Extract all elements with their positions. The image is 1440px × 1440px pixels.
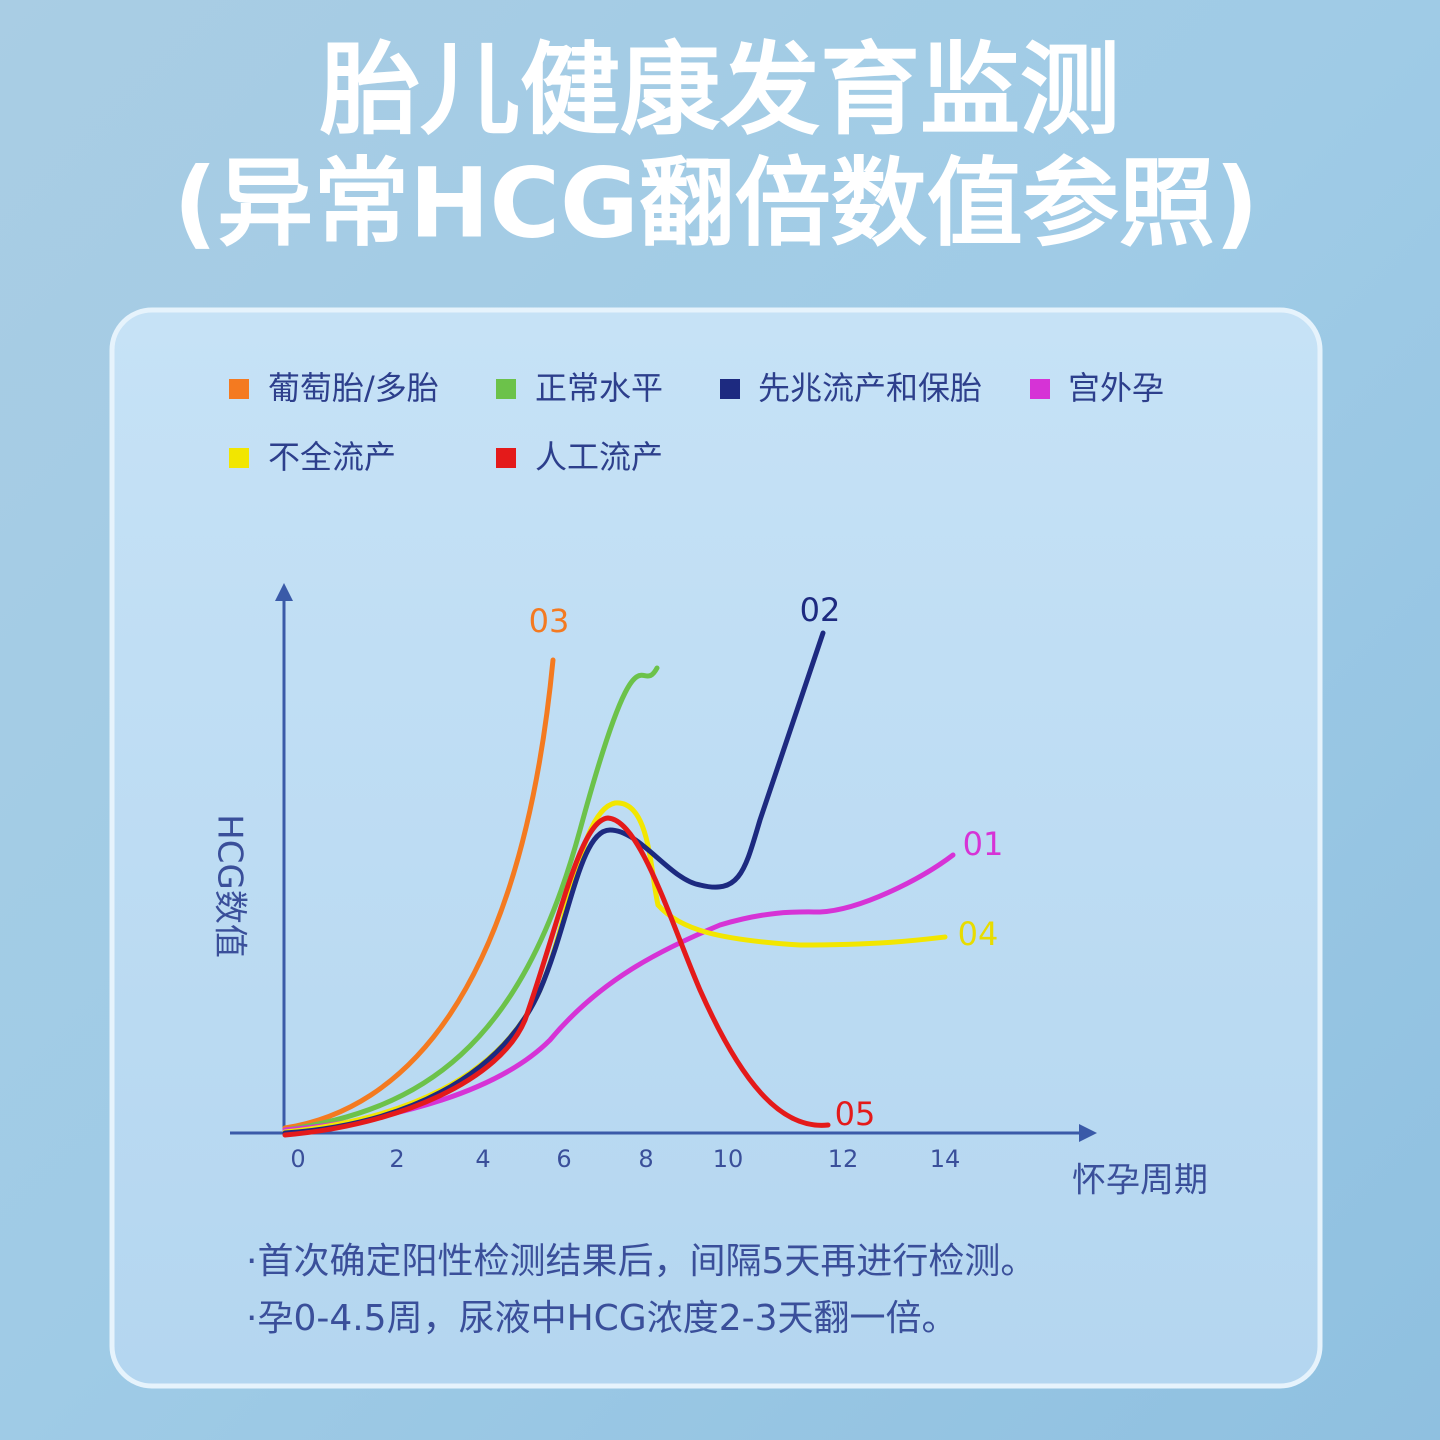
curve-label: 01: [963, 825, 1004, 863]
x-tick-label: 14: [930, 1145, 961, 1173]
legend-label: 正常水平: [535, 369, 663, 407]
title: 胎儿健康发育监测: [320, 31, 1120, 148]
curve: [282, 815, 831, 1138]
legend-label: 人工流产: [535, 438, 663, 476]
curve-label: 05: [835, 1095, 876, 1133]
legend-swatch: [1030, 379, 1050, 399]
subtitle: (异常HCG翻倍数值参照): [173, 147, 1258, 259]
x-axis-label: 怀孕周期: [1072, 1161, 1208, 1201]
x-tick-label: 10: [713, 1145, 744, 1173]
legend-label: 不全流产: [268, 438, 396, 476]
x-tick-label: 8: [638, 1145, 653, 1173]
curve: [282, 657, 556, 1131]
curve-label: 04: [958, 915, 999, 953]
curve: [282, 665, 660, 1133]
y-axis-label: HCG数值: [210, 814, 250, 958]
legend-swatch: [720, 379, 740, 399]
curve: [282, 630, 826, 1136]
x-tick-label: 4: [475, 1145, 490, 1173]
x-tick-label: 12: [828, 1145, 859, 1173]
legend-swatch: [229, 379, 249, 399]
x-tick-label: 0: [290, 1145, 305, 1173]
x-tick-label: 6: [556, 1145, 571, 1173]
note: ·孕0-4.5周，尿液中HCG浓度2-3天翻一倍。: [246, 1298, 958, 1339]
legend-swatch: [496, 448, 516, 468]
curve-label: 02: [800, 591, 841, 629]
legend-swatch: [229, 448, 249, 468]
legend-label: 先兆流产和保胎: [758, 369, 982, 407]
curve-label: 03: [529, 602, 570, 640]
note: ·首次确定阳性检测结果后，间隔5天再进行检测。: [246, 1241, 1036, 1282]
legend-swatch: [496, 379, 516, 399]
x-tick-label: 2: [389, 1145, 404, 1173]
legend-label: 宫外孕: [1068, 369, 1164, 407]
curve: [282, 852, 956, 1133]
legend-label: 葡萄胎/多胎: [268, 369, 439, 407]
card: [109, 307, 1323, 1389]
